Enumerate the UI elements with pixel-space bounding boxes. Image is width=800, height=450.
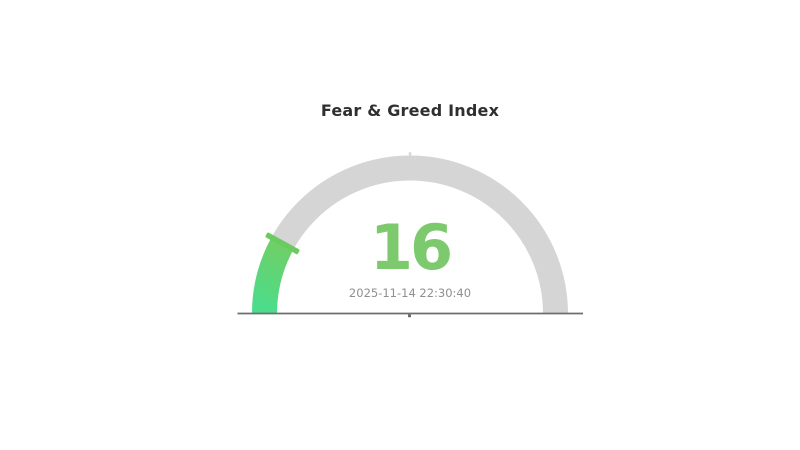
gauge-value-box: 16 <box>369 210 453 286</box>
gauge-value: 16 <box>369 211 453 284</box>
gauge-center-anchor-icon <box>408 314 411 318</box>
gauge-progress-arc <box>252 237 294 314</box>
gauge-pointer-marker <box>265 232 300 255</box>
gauge-timestamp: 2025-11-14 22:30:40 <box>348 286 472 300</box>
gauge-top-tick-icon <box>408 152 412 156</box>
chart-title: Fear & Greed Index <box>320 101 500 120</box>
